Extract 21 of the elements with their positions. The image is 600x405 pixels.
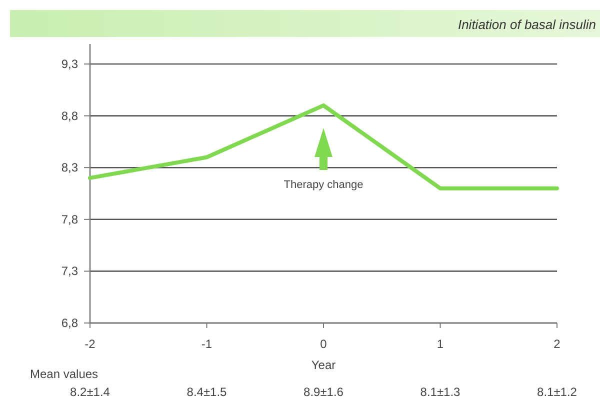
annotation: Therapy change bbox=[284, 179, 364, 191]
y-tick-label: 7,3 bbox=[61, 264, 78, 278]
x-axis-title: Year bbox=[311, 358, 336, 372]
y-tick-label: 8,3 bbox=[61, 160, 78, 175]
y-tick-label: 8,8 bbox=[61, 108, 78, 123]
chart-title: Initiation of basal insulin bbox=[458, 17, 596, 32]
text: 8.1±1.2 bbox=[537, 385, 578, 399]
text: 8.9±1.6 bbox=[304, 385, 344, 399]
text: 8.2±1.4 bbox=[70, 385, 110, 399]
text: 8.1±1.3 bbox=[420, 385, 461, 399]
x-tick-label: 0 bbox=[320, 337, 328, 351]
text: Mean values bbox=[30, 367, 98, 381]
text: 8.4±1.5 bbox=[186, 385, 228, 399]
y-tick-label: 7,8 bbox=[61, 212, 78, 226]
x-tick-label: -1 bbox=[201, 337, 212, 351]
y-tick-label: 6,8 bbox=[61, 316, 78, 330]
x-tick-label: 2 bbox=[554, 337, 561, 351]
x-tick-label: -2 bbox=[84, 337, 96, 351]
line-series bbox=[88, 103, 559, 190]
x-tick-label: 1 bbox=[436, 337, 444, 351]
y-tick-label: 9,3 bbox=[61, 57, 78, 71]
